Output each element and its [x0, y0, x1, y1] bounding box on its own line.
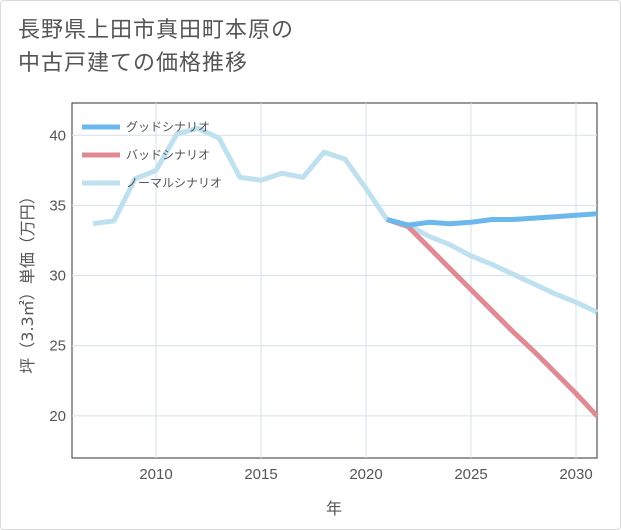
- legend-label: ノーマルシナリオ: [126, 176, 222, 190]
- series-group: [92, 125, 599, 418]
- series-line-good: [386, 211, 598, 228]
- y-axis-title: 坪（3.3㎡）単価（万円）: [18, 188, 37, 373]
- grid: [72, 103, 597, 458]
- y-tick-label: 30: [49, 268, 66, 285]
- x-tick-label: 2030: [559, 466, 592, 483]
- chart-title-line-2: 中古戸建ての価格推移: [18, 51, 249, 76]
- chart-title: 長野県上田市真田町本原の 中古戸建ての価格推移: [18, 14, 294, 80]
- x-tick-label: 2010: [139, 466, 172, 483]
- y-tick-label: 35: [49, 197, 66, 214]
- x-axis-title: 年: [326, 499, 342, 518]
- x-tick-label: 2025: [454, 466, 487, 483]
- legend-item-normal[interactable]: ノーマルシナリオ: [82, 176, 222, 190]
- series-line-normal: [92, 125, 599, 315]
- legend-label: グッドシナリオ: [126, 120, 210, 134]
- series-line-bad: [386, 217, 599, 418]
- x-tick-label: 2020: [349, 466, 382, 483]
- legend-item-bad[interactable]: バッドシナリオ: [82, 148, 210, 162]
- legend-label: バッドシナリオ: [126, 148, 210, 162]
- y-tick-label: 40: [49, 127, 66, 144]
- chart-title-line-1: 長野県上田市真田町本原の: [18, 18, 295, 43]
- y-tick-label: 25: [49, 338, 66, 355]
- y-tick-label: 20: [49, 408, 66, 425]
- legend-item-good[interactable]: グッドシナリオ: [82, 120, 210, 134]
- x-tick-label: 2015: [244, 466, 277, 483]
